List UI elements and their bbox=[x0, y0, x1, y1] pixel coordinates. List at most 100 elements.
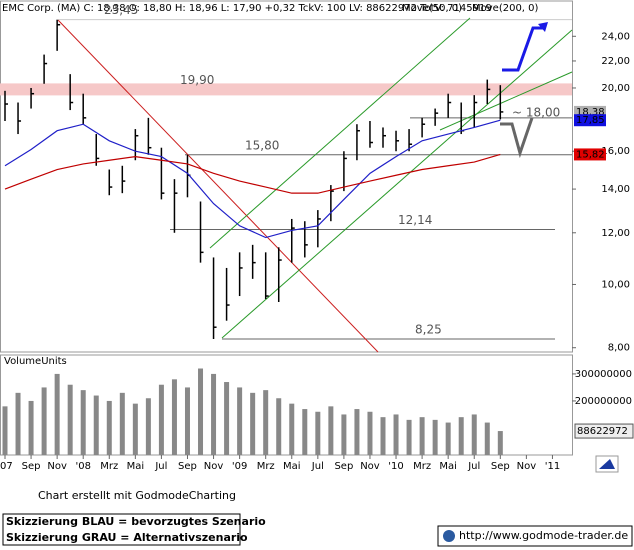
volume-bar bbox=[237, 387, 243, 455]
x-tick-label: '11 bbox=[545, 461, 560, 472]
volume-bar bbox=[184, 387, 190, 455]
x-tick-label: Mrz bbox=[100, 461, 118, 472]
header-title: EMC Corp. (MA) C: 18,38 O: 18,80 H: 18,9… bbox=[2, 3, 492, 14]
x-tick-label: Mai bbox=[439, 461, 457, 472]
volume-bar bbox=[28, 400, 34, 455]
x-tick-label: Nov bbox=[517, 461, 537, 472]
last-volume: 88622972 bbox=[577, 426, 628, 437]
scenario-blue-head bbox=[538, 22, 548, 32]
price-frame bbox=[0, 0, 573, 353]
moving-average bbox=[4, 153, 501, 194]
x-tick-label: Jul bbox=[311, 461, 324, 472]
x-tick-label: Sep bbox=[491, 461, 510, 472]
x-tick-label: Mrz bbox=[413, 461, 431, 472]
x-tick-label: '09 bbox=[232, 461, 247, 472]
y-tick-label: 16,00 bbox=[601, 146, 630, 157]
level-label: 25,45 bbox=[104, 3, 138, 17]
level-band bbox=[0, 83, 572, 96]
channel-upper bbox=[209, 17, 471, 249]
volume-bar bbox=[497, 431, 503, 455]
moving-average bbox=[4, 119, 501, 239]
y-tick-label: 24,00 bbox=[601, 31, 630, 42]
volume-bar bbox=[354, 409, 360, 455]
price-tag-box bbox=[574, 148, 606, 161]
volume-bar bbox=[41, 387, 47, 455]
y-tick-label: 200000000 bbox=[575, 396, 632, 407]
volume-bar bbox=[263, 390, 269, 455]
volume-frame bbox=[0, 354, 573, 456]
credit: Chart erstellt mit GodmodeCharting bbox=[38, 489, 236, 502]
volume-bar bbox=[171, 379, 177, 455]
x-tick-label: Sep bbox=[334, 461, 353, 472]
volume-bar bbox=[15, 392, 21, 455]
volume-bar bbox=[198, 368, 204, 455]
volume-bar bbox=[80, 390, 86, 455]
volume-bar bbox=[2, 406, 8, 455]
price-tag: 18,38 bbox=[576, 107, 605, 118]
legend-entry: Move(200, 0) bbox=[472, 3, 539, 14]
volume-bar bbox=[484, 422, 490, 455]
x-tick-label: Nov bbox=[204, 461, 224, 472]
x-tick-label: Mai bbox=[283, 461, 301, 472]
volume-title: VolumeUnits bbox=[4, 356, 67, 367]
volume-bar bbox=[54, 373, 60, 455]
y-tick-label: 10,00 bbox=[601, 279, 630, 290]
x-tick-label: Sep bbox=[22, 461, 41, 472]
volume-bar bbox=[328, 406, 334, 455]
volume-bar bbox=[250, 392, 256, 455]
x-tick-label: Jul bbox=[154, 461, 167, 472]
volume-bar bbox=[432, 419, 438, 455]
x-tick-label: Sep bbox=[178, 461, 197, 472]
x-tick-label: '07 bbox=[0, 461, 13, 472]
volume-bar bbox=[445, 422, 451, 455]
volume-bar bbox=[289, 403, 295, 455]
x-tick-label: Mrz bbox=[257, 461, 275, 472]
volume-bar bbox=[341, 414, 347, 455]
scenario-gray bbox=[500, 117, 534, 159]
volume-bar bbox=[471, 414, 477, 455]
y-tick-label: 12,00 bbox=[601, 228, 630, 239]
price-tag: 17,85 bbox=[576, 115, 605, 126]
volume-bar bbox=[367, 411, 373, 455]
url-box bbox=[437, 525, 633, 547]
icon bbox=[599, 459, 615, 469]
volume-bar bbox=[276, 398, 282, 455]
level-label: 19,90 bbox=[180, 73, 214, 87]
channel-inner bbox=[439, 71, 573, 131]
volume-bar bbox=[93, 395, 99, 455]
volume-bar bbox=[211, 373, 217, 455]
y-tick-label: 22,00 bbox=[601, 56, 630, 67]
x-tick-label: '08 bbox=[75, 461, 90, 472]
level-label: 12,14 bbox=[398, 213, 432, 227]
y-tick-label: 300000000 bbox=[575, 369, 632, 380]
volume-bar bbox=[302, 409, 308, 455]
volume-bar bbox=[106, 400, 112, 455]
scenario-blue bbox=[502, 26, 545, 72]
channel-lower bbox=[221, 29, 573, 339]
volume-bar bbox=[158, 384, 164, 455]
volume-bar bbox=[119, 392, 125, 455]
x-tick-label: Nov bbox=[360, 461, 380, 472]
x-tick-label: Nov bbox=[47, 461, 67, 472]
volume-bar bbox=[419, 417, 425, 455]
level-label: 15,80 bbox=[245, 138, 279, 152]
legend-entry: Move(50, 0) bbox=[402, 3, 462, 14]
price-tag: 15,82 bbox=[576, 149, 605, 160]
volume-bar bbox=[406, 419, 412, 455]
volume-bar bbox=[224, 382, 230, 455]
volume-bar bbox=[380, 417, 386, 455]
x-tick-label: Jul bbox=[467, 461, 480, 472]
price-tag-box bbox=[574, 114, 606, 127]
note-blue: Skizzierung BLAU = bevorzugtes Szenario bbox=[6, 515, 266, 528]
logo bbox=[443, 530, 455, 542]
x-tick-label: Mai bbox=[127, 461, 145, 472]
volume-bar bbox=[132, 403, 138, 455]
url: http://www.godmode-trader.de bbox=[459, 529, 628, 542]
y-tick-label: 20,00 bbox=[601, 83, 630, 94]
volume-bar bbox=[393, 414, 399, 455]
note-box bbox=[2, 513, 241, 546]
volume-bar bbox=[145, 398, 151, 455]
volume-bar bbox=[315, 411, 321, 455]
downtrend-line bbox=[57, 19, 379, 353]
